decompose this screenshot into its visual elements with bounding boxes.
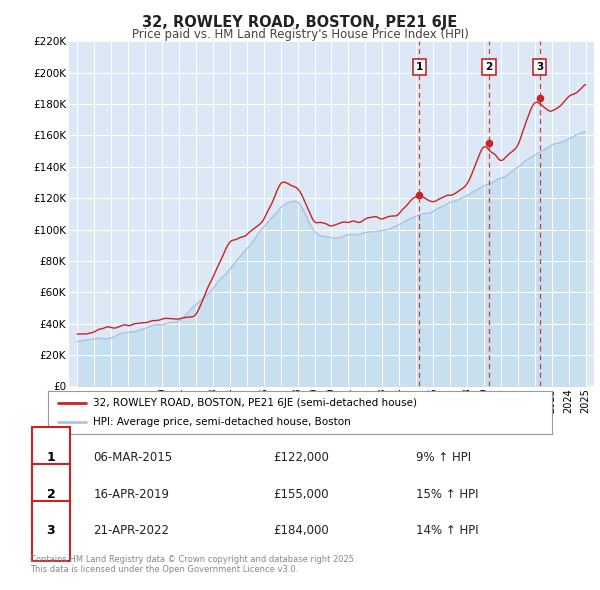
Text: £184,000: £184,000 — [273, 525, 329, 537]
Text: Price paid vs. HM Land Registry's House Price Index (HPI): Price paid vs. HM Land Registry's House … — [131, 28, 469, 41]
Text: 1: 1 — [416, 62, 423, 72]
FancyBboxPatch shape — [32, 501, 70, 561]
Text: £155,000: £155,000 — [273, 487, 329, 501]
FancyBboxPatch shape — [32, 464, 70, 524]
Text: 14% ↑ HPI: 14% ↑ HPI — [416, 525, 479, 537]
Text: 21-APR-2022: 21-APR-2022 — [94, 525, 169, 537]
Text: 32, ROWLEY ROAD, BOSTON, PE21 6JE (semi-detached house): 32, ROWLEY ROAD, BOSTON, PE21 6JE (semi-… — [94, 398, 418, 408]
Text: 3: 3 — [536, 62, 544, 72]
Text: Contains HM Land Registry data © Crown copyright and database right 2025.: Contains HM Land Registry data © Crown c… — [30, 555, 356, 563]
Text: 15% ↑ HPI: 15% ↑ HPI — [416, 487, 479, 501]
Text: This data is licensed under the Open Government Licence v3.0.: This data is licensed under the Open Gov… — [30, 565, 298, 574]
Text: 1: 1 — [47, 451, 55, 464]
Text: 9% ↑ HPI: 9% ↑ HPI — [416, 451, 472, 464]
FancyBboxPatch shape — [32, 427, 70, 487]
Text: 3: 3 — [47, 525, 55, 537]
Text: 32, ROWLEY ROAD, BOSTON, PE21 6JE: 32, ROWLEY ROAD, BOSTON, PE21 6JE — [142, 15, 458, 30]
Text: HPI: Average price, semi-detached house, Boston: HPI: Average price, semi-detached house,… — [94, 417, 351, 427]
Text: £122,000: £122,000 — [273, 451, 329, 464]
Text: 2: 2 — [485, 62, 493, 72]
Text: 2: 2 — [47, 487, 55, 501]
Text: 16-APR-2019: 16-APR-2019 — [94, 487, 169, 501]
Text: 06-MAR-2015: 06-MAR-2015 — [94, 451, 173, 464]
